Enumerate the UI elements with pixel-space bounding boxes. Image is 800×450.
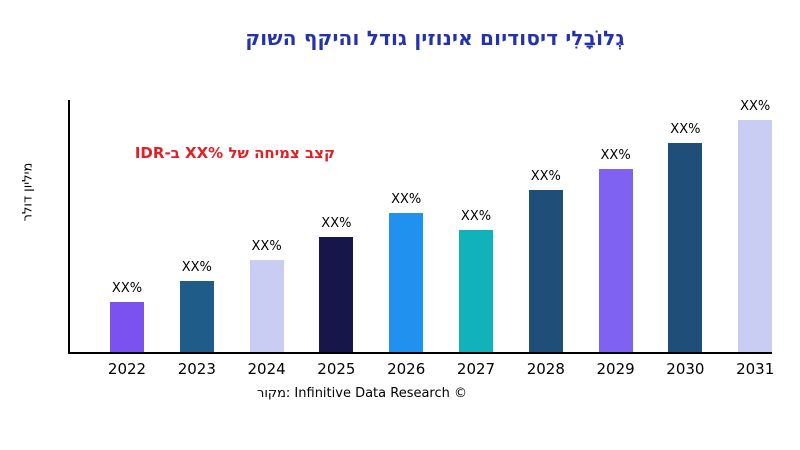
bar-2028 [528, 189, 563, 352]
x-tick-label-2027: 2027 [456, 360, 496, 378]
bar-value-label-2030: XX% [670, 122, 701, 138]
bar-value-label-2024: XX% [251, 239, 282, 255]
x-tick-label-2030: 2030 [666, 360, 705, 378]
bar-value-label-2026: XX% [391, 191, 422, 207]
bar-2030 [668, 143, 703, 352]
x-tick-label-2023: 2023 [177, 360, 216, 378]
bar-value-label-2025: XX% [321, 216, 352, 232]
bar-2027 [459, 230, 493, 352]
bar-value-label-2023: XX% [181, 260, 212, 276]
x-tick-label-2029: 2029 [596, 360, 635, 378]
bar-2022 [110, 302, 144, 352]
bar-value-label-2031: XX% [740, 99, 771, 114]
bar-value-label-2022: XX% [111, 281, 143, 297]
x-tick-label-2025: 2025 [317, 360, 356, 378]
bar-2025 [319, 237, 354, 352]
bar-2024 [249, 260, 284, 352]
bar-2023 [179, 281, 214, 352]
x-tick-label-2024: 2024 [247, 360, 286, 378]
bar-value-label-2027: XX% [460, 209, 492, 225]
y-axis-label: מיליון דולר [20, 162, 36, 222]
plot-area: XX% 2022 XX% 2023 XX% 2024 XX% 2025 XX% 2026 XX% 20… [68, 99, 774, 378]
x-tick-label-2028: 2028 [526, 360, 565, 378]
x-tick-label-2022: 2022 [107, 360, 147, 378]
bar-2026 [389, 212, 424, 352]
bar-value-label-2029: XX% [600, 147, 631, 163]
bar-value-label-2028: XX% [530, 168, 561, 184]
growth-annotation: קצב צמיחה של ‎XX%‎ ב-IDR [134, 144, 335, 162]
bar-2031 [738, 120, 773, 352]
x-tick-label-2026: 2026 [387, 360, 426, 378]
bar-2029 [598, 168, 633, 352]
chart-title: גְלוֹבָלִי דיסודיום אינוזין גודל והיקף ה… [245, 26, 625, 50]
source-caption: מקור: Infinitive Data Research © [256, 386, 468, 401]
x-tick-label-2031: 2031 [736, 360, 775, 378]
